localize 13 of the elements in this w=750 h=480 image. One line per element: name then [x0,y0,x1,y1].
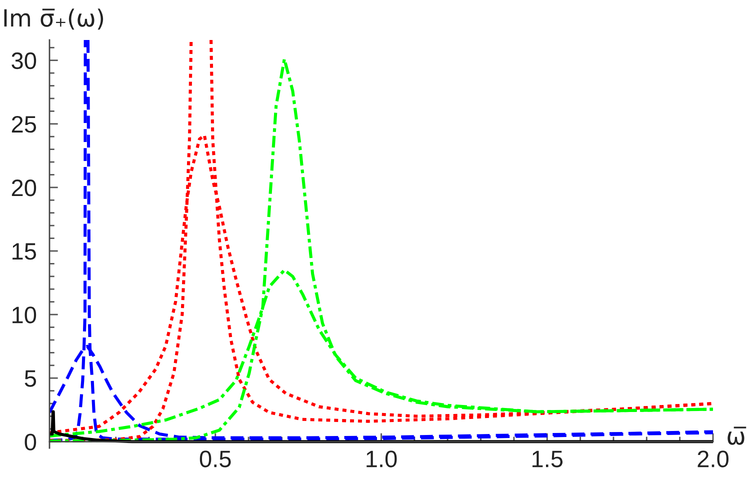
x-tick-label: 1.0 [366,450,397,468]
y-tick-label: 0 [24,434,36,450]
y-axis-title: Im σ̅₊(ω) [4,8,104,30]
y-tick-label: 10 [12,306,36,324]
y-tick-label: 20 [12,180,36,196]
y-tick-label: 15 [12,243,36,260]
x-axis-title: ω̅ [728,426,746,445]
x-tick-label: 0.5 [200,450,231,468]
y-tick-label: 5 [24,370,36,387]
x-tick-label: 1.5 [532,450,563,468]
y-tick-label: 25 [12,116,36,133]
y-tick-label: 30 [12,52,36,70]
x-tick-label: 2.0 [698,450,728,468]
